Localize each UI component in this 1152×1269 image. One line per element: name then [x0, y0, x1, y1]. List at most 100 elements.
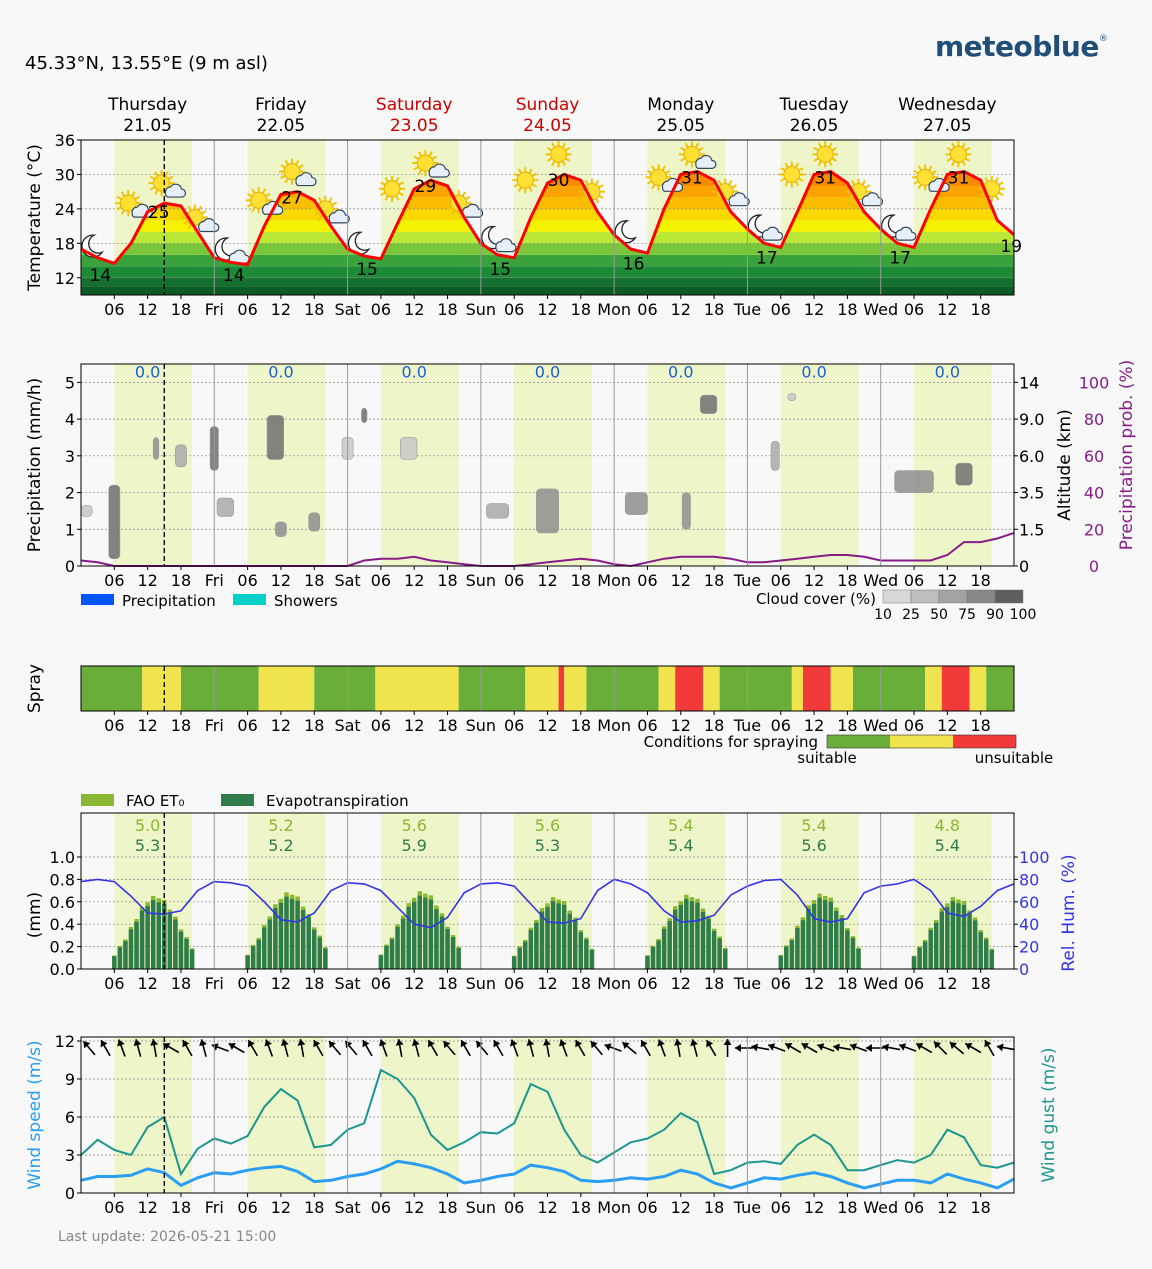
wind-arrow-icon — [247, 1039, 259, 1057]
hour-tick-label: 12 — [271, 571, 291, 590]
wind-arrow-head — [264, 1039, 272, 1047]
sun-cloud-icon — [279, 158, 317, 187]
sun-ray — [317, 215, 323, 221]
sun-ray — [784, 180, 789, 187]
spray-segment-medium — [658, 666, 676, 711]
sun-icon — [812, 141, 839, 168]
legend-swatch-showers — [233, 594, 266, 605]
cloud-shape — [164, 183, 187, 198]
cloud-shape — [861, 192, 884, 207]
wind-arrow-head — [916, 1043, 924, 1050]
temperature-band — [81, 277, 1014, 287]
sun-ray — [261, 188, 267, 194]
hour-tick-label: 18 — [304, 571, 324, 590]
daily-evapo-total: 5.9 — [401, 836, 426, 855]
wind-arrow-head — [785, 1043, 793, 1050]
day-date-sunday: 24.05 — [523, 116, 572, 136]
sun-ray — [131, 191, 136, 197]
hour-tick-label: 06 — [371, 300, 391, 319]
day-name-thursday: Thursday — [107, 95, 187, 115]
wind-arrow-head — [984, 1040, 992, 1048]
temperature-value-label: 27 — [281, 188, 303, 208]
sun-ray — [651, 165, 656, 171]
sun-ray — [646, 169, 653, 175]
spray-segment-medium — [525, 666, 559, 711]
wind-arrow-head — [411, 1039, 420, 1047]
last-update: Last update: 2026-05-21 15:00 — [58, 1229, 277, 1245]
sun-ray — [680, 157, 686, 162]
precipitation-y-tick-label: 5 — [65, 373, 75, 392]
evapo-bar — [917, 947, 922, 969]
sun-ray — [187, 223, 192, 230]
sun-icon — [545, 141, 572, 168]
spray-segment-suitable — [852, 666, 926, 711]
wind-arrow-head — [476, 1041, 484, 1049]
sun-disc — [516, 171, 534, 189]
sun-ray — [731, 184, 737, 189]
day-abbr-tick: Wed — [863, 1198, 898, 1217]
day-abbr-tick: Wed — [863, 300, 898, 319]
sun-ray — [251, 188, 256, 194]
daily-precipitation-total: 0.0 — [401, 362, 426, 381]
sun-disc — [119, 194, 137, 212]
temperature-band — [81, 243, 1014, 255]
wind-arrow-icon — [673, 1038, 682, 1058]
hour-tick-label: 06 — [771, 571, 791, 590]
hour-tick-label: 18 — [304, 974, 324, 993]
sun-ray — [598, 194, 604, 200]
daily-evapo-total: 5.4 — [668, 836, 693, 855]
cloud-shape — [495, 238, 517, 253]
sun-ray — [517, 186, 523, 192]
hour-tick-label: 06 — [237, 571, 257, 590]
sun-ray — [551, 142, 556, 148]
cloud-cover-swatch — [882, 589, 912, 604]
temperature-y-tick-label: 30 — [55, 165, 75, 184]
cloud-blob — [266, 415, 285, 460]
hour-tick-label: 12 — [271, 716, 291, 735]
daily-fao-total: 4.8 — [935, 816, 960, 835]
evapo-bar — [673, 909, 678, 969]
probability-tick-label: 100 — [1079, 373, 1110, 392]
hour-tick-label: 12 — [671, 571, 691, 590]
sun-ray — [246, 192, 253, 198]
evapotranspiration-y-tick-label: 0.4 — [50, 915, 75, 934]
wind-speed-line — [80, 1159, 1015, 1190]
legend-swatch-evapo-1 — [221, 794, 254, 806]
wind-y-tick-label: 0 — [65, 1184, 75, 1203]
hour-tick-label: 18 — [437, 300, 457, 319]
evapotranspiration-y-tick-label: 0.0 — [50, 960, 75, 979]
evapotranspiration-axis-label: (mm) — [25, 892, 45, 938]
cloud-cover-layer — [80, 393, 973, 559]
sun-ray — [851, 179, 856, 186]
wind-arrow-icon — [117, 1039, 126, 1057]
legend-label-precipitation: Precipitation — [122, 592, 216, 610]
evapo-bar — [428, 899, 434, 969]
daily-evapo-total: 5.2 — [268, 836, 293, 855]
sun-ray — [417, 151, 423, 157]
wind-arrow-icon — [379, 1039, 388, 1057]
wind-y-tick-label: 12 — [55, 1032, 75, 1051]
hour-tick-label: 06 — [104, 1198, 124, 1217]
evapo-bar — [784, 946, 789, 969]
wind-arrow-icon — [996, 1043, 1015, 1052]
evapo-bar — [434, 909, 439, 969]
altitude-tick-label: 14 — [1019, 373, 1039, 392]
evapo-bar — [511, 956, 517, 969]
evapo-bar — [134, 921, 139, 969]
evapo-bar — [112, 956, 117, 969]
moon-cloud-icon — [747, 214, 784, 241]
sun-ray — [831, 157, 837, 162]
evapo-bar — [834, 911, 839, 969]
day-abbr-tick: Sat — [334, 716, 360, 735]
evapo-bar — [778, 955, 783, 969]
hour-tick-label: 06 — [371, 974, 391, 993]
sun-ray — [528, 168, 533, 174]
spray-segment-unsuitable — [675, 666, 703, 711]
spray-segment-unsuitable — [802, 666, 831, 711]
wind-arrow-head — [949, 1042, 957, 1050]
sun-disc — [283, 163, 301, 181]
wind-arrow-icon — [509, 1039, 519, 1057]
spray-segment-medium — [703, 666, 720, 711]
temperature-value-label: 14 — [223, 266, 245, 286]
sun-ray — [664, 169, 671, 175]
